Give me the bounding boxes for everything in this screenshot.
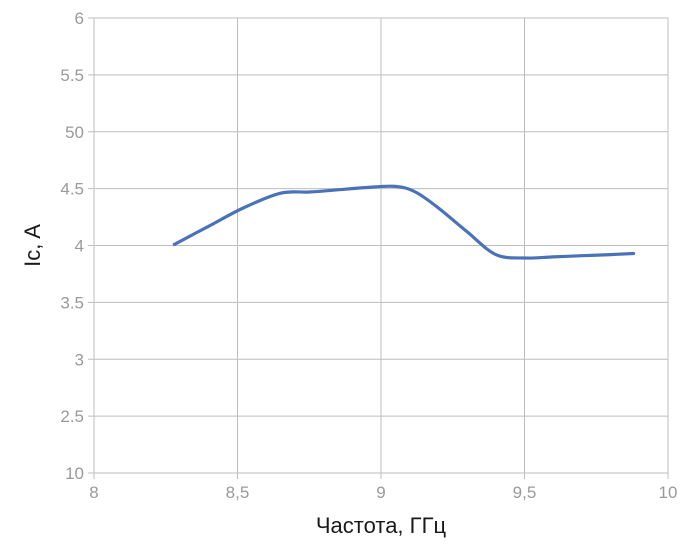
y-tick-label: 4 [75,237,84,256]
x-tick-label: 8 [89,483,98,502]
y-tick-label: 10 [65,464,84,483]
y-tick-label: 50 [65,123,84,142]
x-tick-label: 10 [659,483,678,502]
x-tick-label: 9,5 [513,483,537,502]
plot-area [93,17,669,474]
y-tick-label: 6 [75,9,84,28]
y-tick-labels: 10 2.5 3 3.5 4 4.5 50 5.5 6 [60,9,84,483]
y-tick-label: 3 [75,350,84,369]
y-axis-title: Ic, A [20,224,45,267]
grid-lines [88,17,669,479]
y-tick-label: 3.5 [60,293,84,312]
x-tick-label: 8,5 [226,483,250,502]
x-tick-label: 9 [376,483,385,502]
y-tick-label: 5.5 [60,66,84,85]
series-group [172,184,636,260]
x-tick-labels: 8 8,5 9 9,5 10 [89,483,677,502]
y-tick-label: 4.5 [60,180,84,199]
y-tick-label: 2.5 [60,407,84,426]
x-axis-title: Частота, ГГц [316,513,447,538]
series-line [172,184,636,260]
